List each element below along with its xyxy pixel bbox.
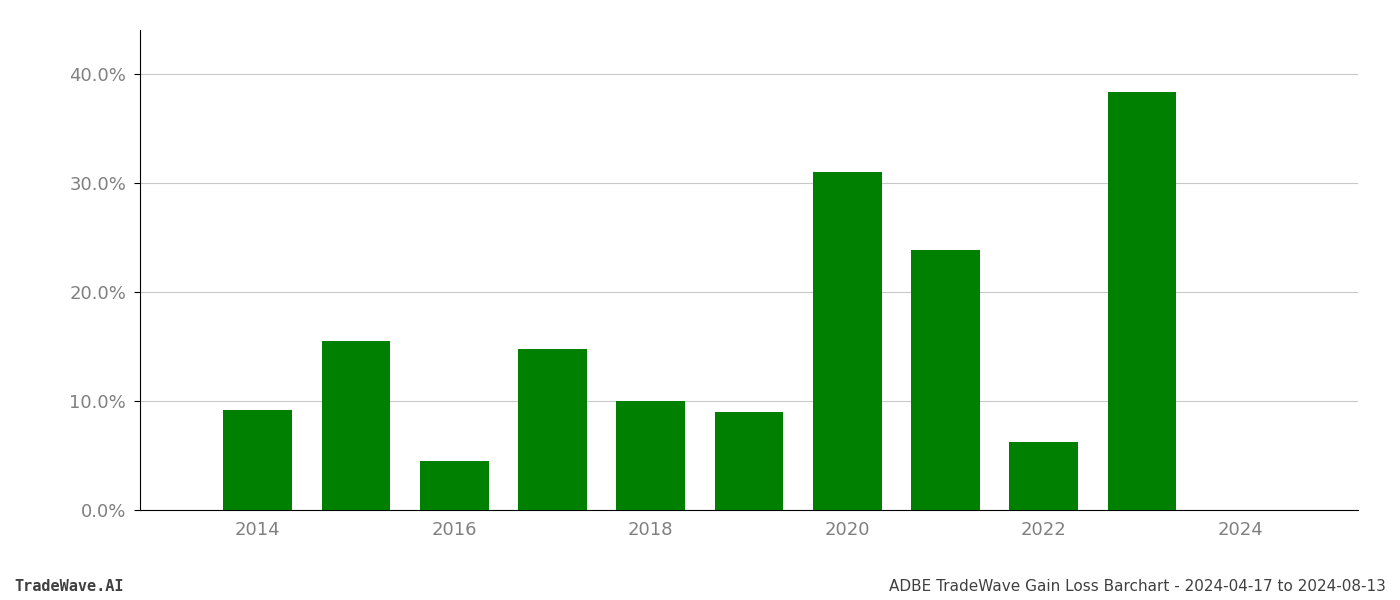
Bar bbox=[518, 349, 587, 510]
Text: TradeWave.AI: TradeWave.AI bbox=[14, 579, 123, 594]
Bar bbox=[322, 341, 391, 510]
Bar bbox=[616, 401, 685, 510]
Bar bbox=[1107, 92, 1176, 510]
Bar bbox=[911, 250, 980, 510]
Bar bbox=[224, 410, 293, 510]
Bar bbox=[813, 172, 882, 510]
Bar bbox=[420, 461, 489, 510]
Bar bbox=[714, 412, 784, 510]
Text: ADBE TradeWave Gain Loss Barchart - 2024-04-17 to 2024-08-13: ADBE TradeWave Gain Loss Barchart - 2024… bbox=[889, 579, 1386, 594]
Bar bbox=[1009, 442, 1078, 510]
